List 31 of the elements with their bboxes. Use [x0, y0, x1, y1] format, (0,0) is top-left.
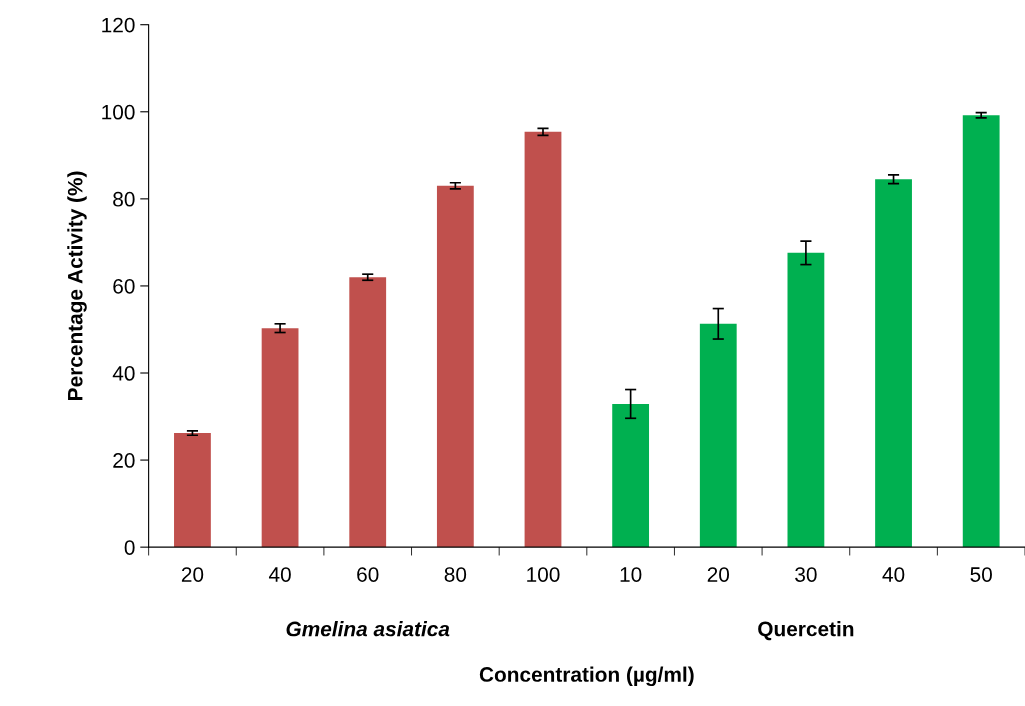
- bar: [787, 252, 825, 548]
- text: Quercetin: [758, 621, 854, 641]
- x-tick-label: 10: [620, 567, 642, 582]
- text: Gmelina asiatica: [286, 621, 450, 637]
- bar: [612, 403, 650, 548]
- bar: [436, 185, 474, 548]
- y-tick-label: 120: [102, 17, 135, 33]
- bar: [349, 277, 387, 548]
- x-tick-label: 20: [181, 567, 204, 582]
- y-axis-title: Percentage Activity (%): [67, 171, 87, 400]
- bar: [174, 433, 211, 548]
- y-tick-label: 60: [113, 278, 135, 294]
- y-tick-label: 100: [102, 104, 135, 120]
- bar: [261, 328, 299, 548]
- x-axis-title: Concentration (µg/ml): [479, 666, 694, 687]
- y-tick-label: 80: [113, 191, 135, 207]
- bar: [699, 323, 737, 548]
- x-tick-label: 20: [707, 567, 730, 582]
- x-tick-label: 50: [970, 567, 992, 582]
- x-tick-label: 100: [527, 567, 560, 582]
- y-tick-label: 20: [113, 453, 135, 468]
- x-tick-label: 80: [444, 567, 467, 582]
- y-tick-label: 40: [112, 366, 135, 381]
- x-tick-label: 40: [268, 567, 291, 582]
- x-tick-label: 60: [357, 567, 379, 582]
- x-tick-label: 40: [882, 567, 905, 582]
- bar: [524, 131, 562, 548]
- y-tick-label: 0: [124, 540, 135, 555]
- bar: [875, 179, 912, 548]
- bar: [962, 115, 1000, 548]
- x-tick-label: 30: [795, 567, 817, 582]
